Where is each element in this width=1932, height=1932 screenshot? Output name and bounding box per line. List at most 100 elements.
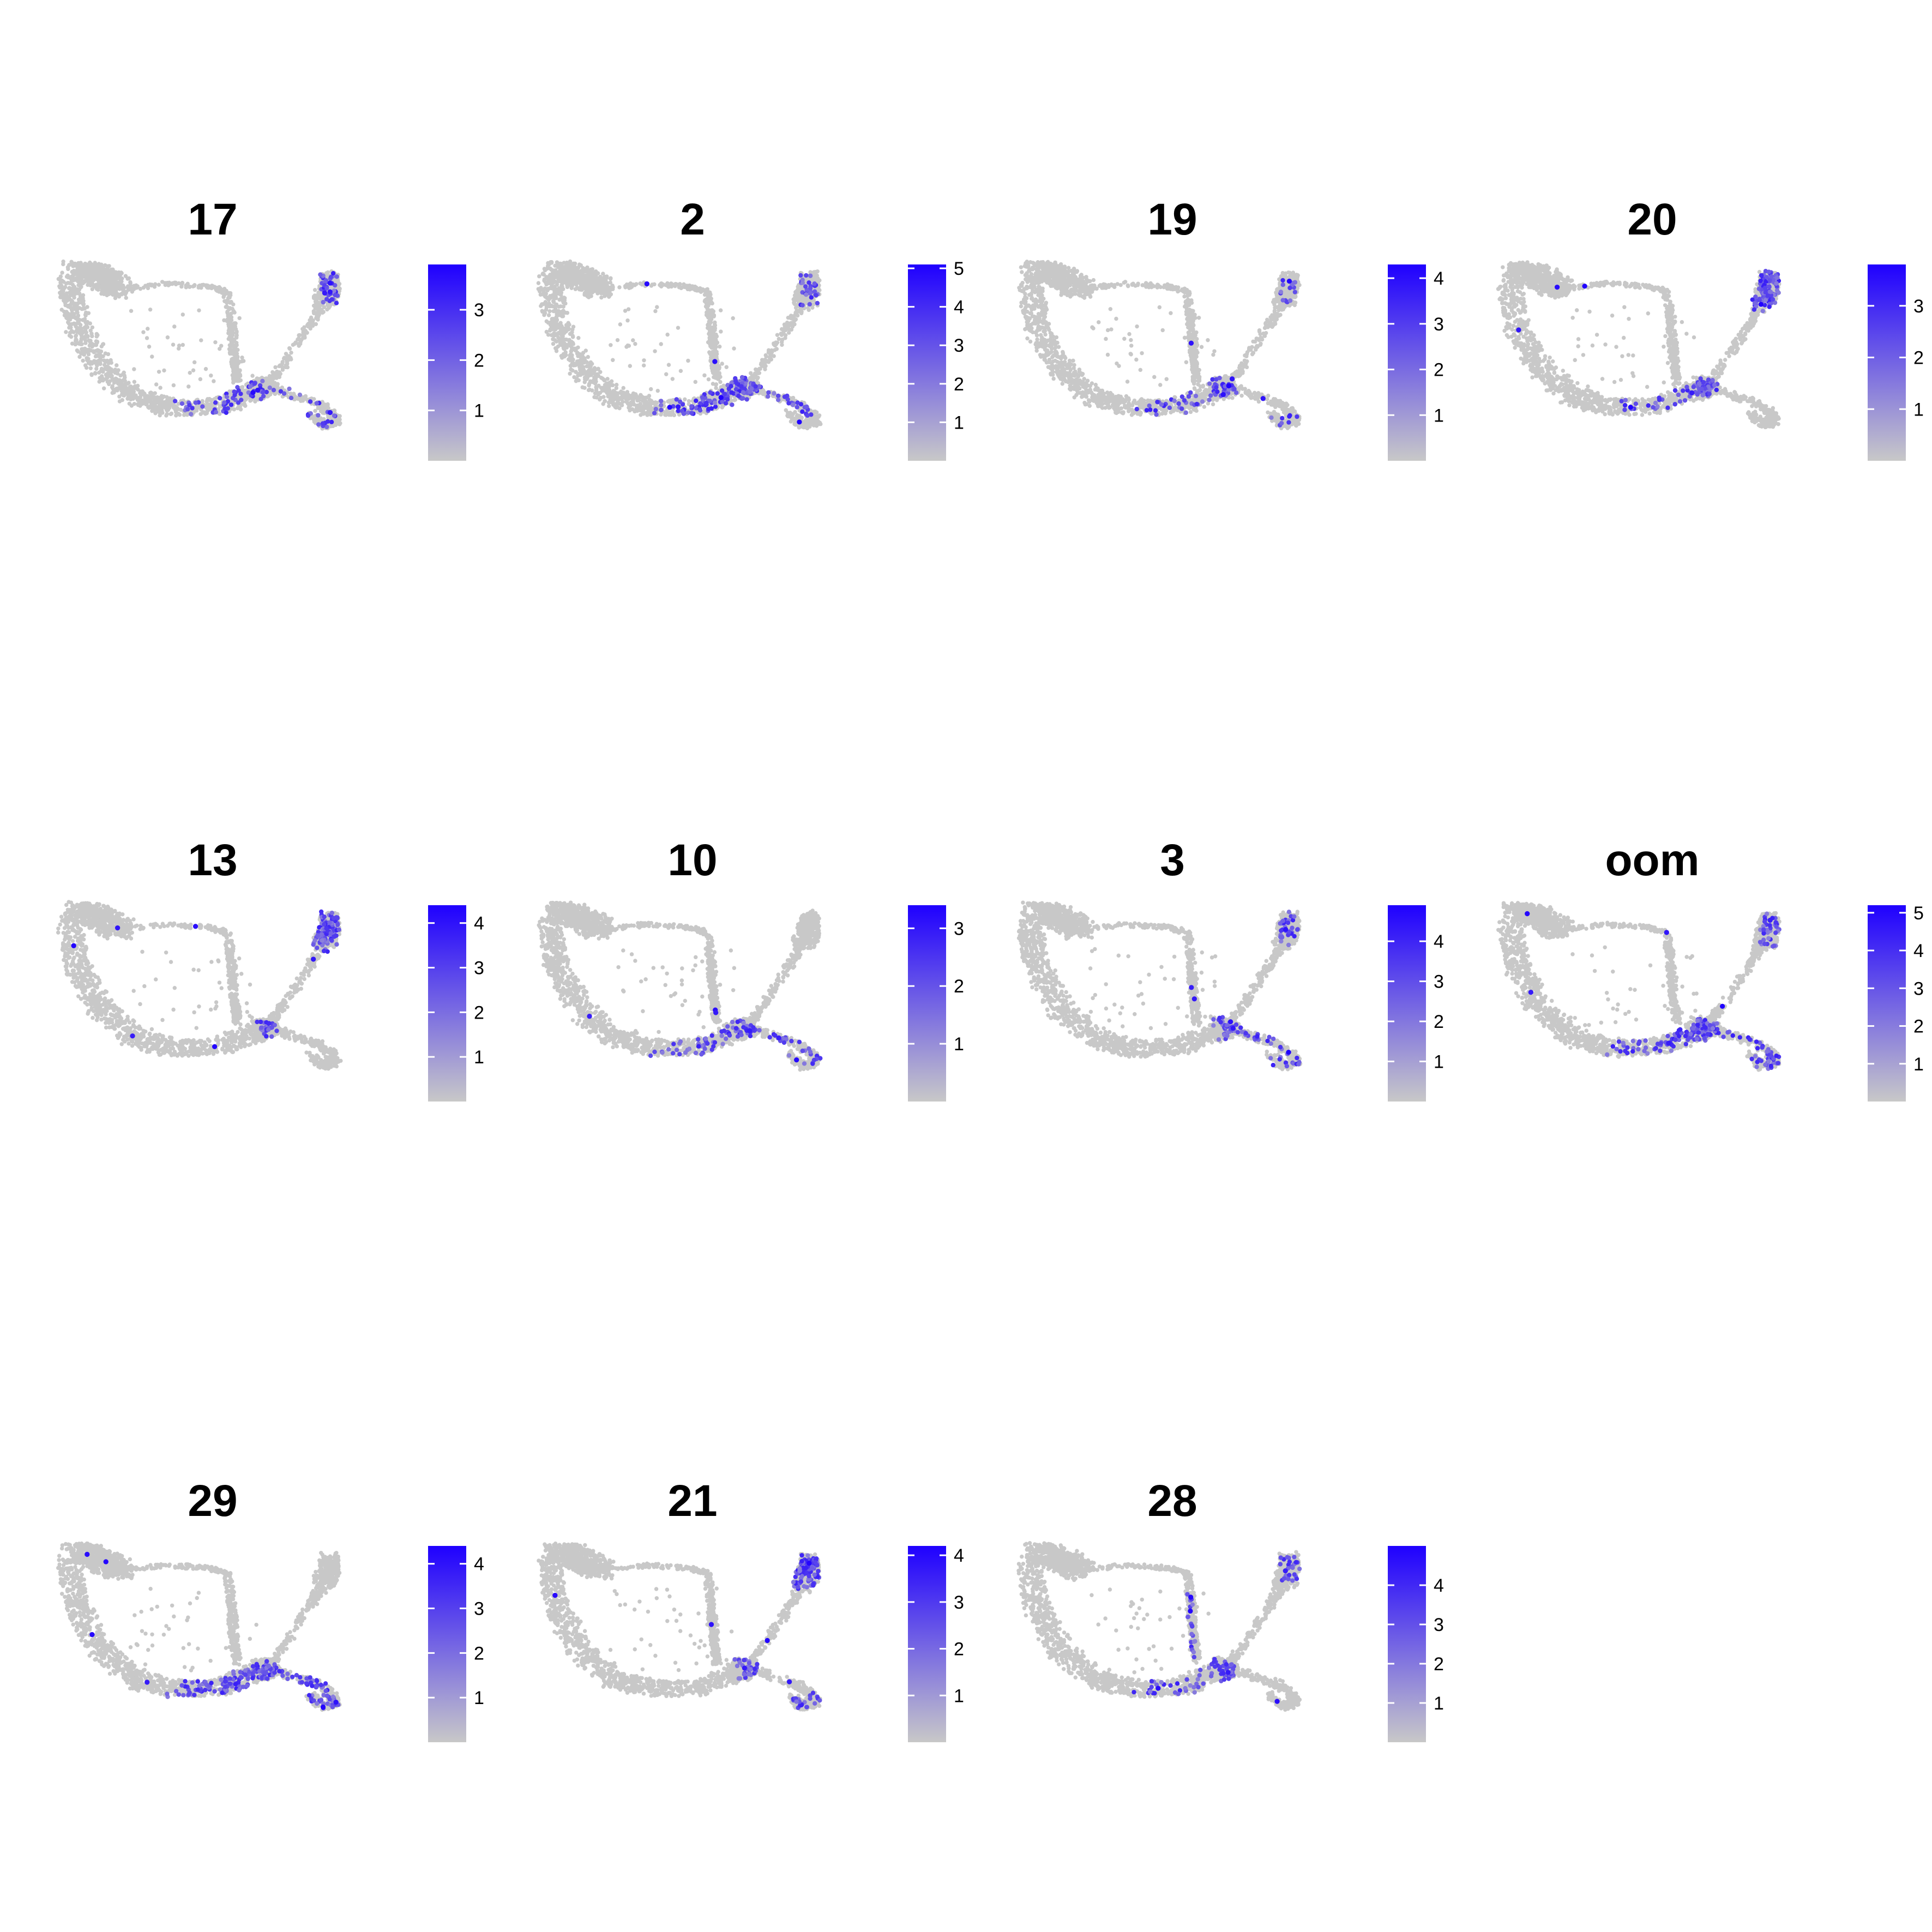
cell-point	[603, 399, 607, 403]
cell-point	[605, 377, 609, 381]
cell-point	[792, 300, 796, 304]
cell-point	[88, 321, 92, 325]
cell-point	[102, 358, 106, 362]
cell-point	[224, 411, 228, 415]
cell-point	[623, 284, 627, 288]
cell-point	[177, 346, 180, 350]
cell-point	[567, 280, 570, 284]
cell-point	[588, 275, 592, 279]
cell-point	[586, 268, 590, 272]
cell-point	[80, 336, 83, 340]
cell-point	[162, 394, 166, 398]
cell-point	[792, 322, 796, 326]
cell-point	[659, 412, 663, 416]
cell-point	[106, 352, 110, 356]
cell-point	[200, 404, 204, 408]
cell-point	[664, 410, 667, 414]
cell-point	[563, 267, 567, 271]
cell-point	[234, 349, 238, 353]
cell-point	[334, 301, 339, 305]
cell-point	[568, 260, 572, 263]
cell-point	[70, 341, 74, 345]
cell-point	[551, 280, 555, 284]
cell-point	[552, 297, 556, 300]
cell-point	[129, 309, 133, 312]
cell-point	[150, 393, 154, 397]
cell-point	[188, 371, 191, 375]
cell-point	[68, 313, 72, 317]
cell-point	[575, 363, 579, 366]
cell-point	[705, 297, 708, 301]
cell-point	[222, 406, 227, 411]
cell-point	[582, 293, 586, 297]
cell-point	[628, 408, 631, 412]
cell-point	[564, 323, 568, 327]
cell-point	[250, 374, 254, 377]
cell-point	[614, 406, 618, 410]
cell-point	[543, 268, 547, 272]
cell-point	[131, 397, 135, 401]
cell-point	[154, 382, 158, 386]
cell-point	[118, 374, 122, 377]
cell-point	[197, 308, 201, 312]
cell-point	[758, 367, 762, 371]
cell-point	[260, 379, 264, 383]
cell-point	[222, 400, 226, 405]
cell-point	[66, 281, 70, 285]
cell-point	[157, 410, 161, 414]
cell-point	[315, 298, 318, 302]
cell-point	[173, 407, 177, 411]
cell-point	[599, 287, 603, 291]
cell-point	[546, 264, 550, 268]
cell-point	[162, 369, 166, 372]
cell-point	[63, 285, 67, 289]
cell-point	[80, 266, 83, 269]
cell-point	[110, 384, 114, 388]
cell-point	[104, 287, 108, 291]
cell-point	[68, 317, 72, 321]
cell-point	[232, 338, 236, 341]
cell-point	[310, 324, 314, 328]
cell-point	[774, 342, 778, 346]
cell-point	[559, 339, 563, 343]
cell-point	[167, 406, 171, 410]
cell-point	[94, 354, 98, 358]
cell-point	[549, 304, 553, 308]
cell-point	[189, 412, 193, 416]
cell-point	[543, 293, 546, 297]
cell-point	[141, 330, 145, 334]
cell-point	[219, 344, 223, 348]
cell-point	[672, 413, 676, 417]
cell-point	[547, 313, 551, 317]
cell-point	[132, 367, 136, 371]
cell-point	[83, 314, 87, 317]
cell-point	[185, 407, 190, 411]
cell-point	[101, 342, 105, 346]
cell-point	[166, 335, 170, 339]
cell-point	[78, 331, 82, 335]
cell-point	[807, 308, 811, 312]
cell-point	[679, 286, 683, 290]
cell-point	[147, 345, 151, 348]
cell-point	[630, 284, 634, 287]
cell-point	[261, 394, 266, 398]
cell-point	[769, 357, 773, 361]
cell-point	[218, 404, 222, 408]
cell-point	[601, 395, 605, 399]
cell-point	[316, 422, 321, 426]
cell-point	[593, 392, 597, 395]
cell-point	[275, 376, 279, 380]
cell-point	[553, 309, 557, 313]
umap-scatter	[57, 260, 342, 431]
cell-point	[94, 349, 98, 353]
cell-point	[577, 287, 581, 291]
cell-point	[171, 281, 174, 285]
cell-point	[613, 397, 617, 401]
cell-point	[157, 282, 161, 286]
cell-point	[585, 285, 589, 288]
cell-point	[264, 376, 268, 380]
cell-point	[133, 285, 136, 289]
cell-point	[556, 335, 560, 339]
cell-point	[64, 315, 68, 318]
cell-point	[129, 388, 133, 392]
